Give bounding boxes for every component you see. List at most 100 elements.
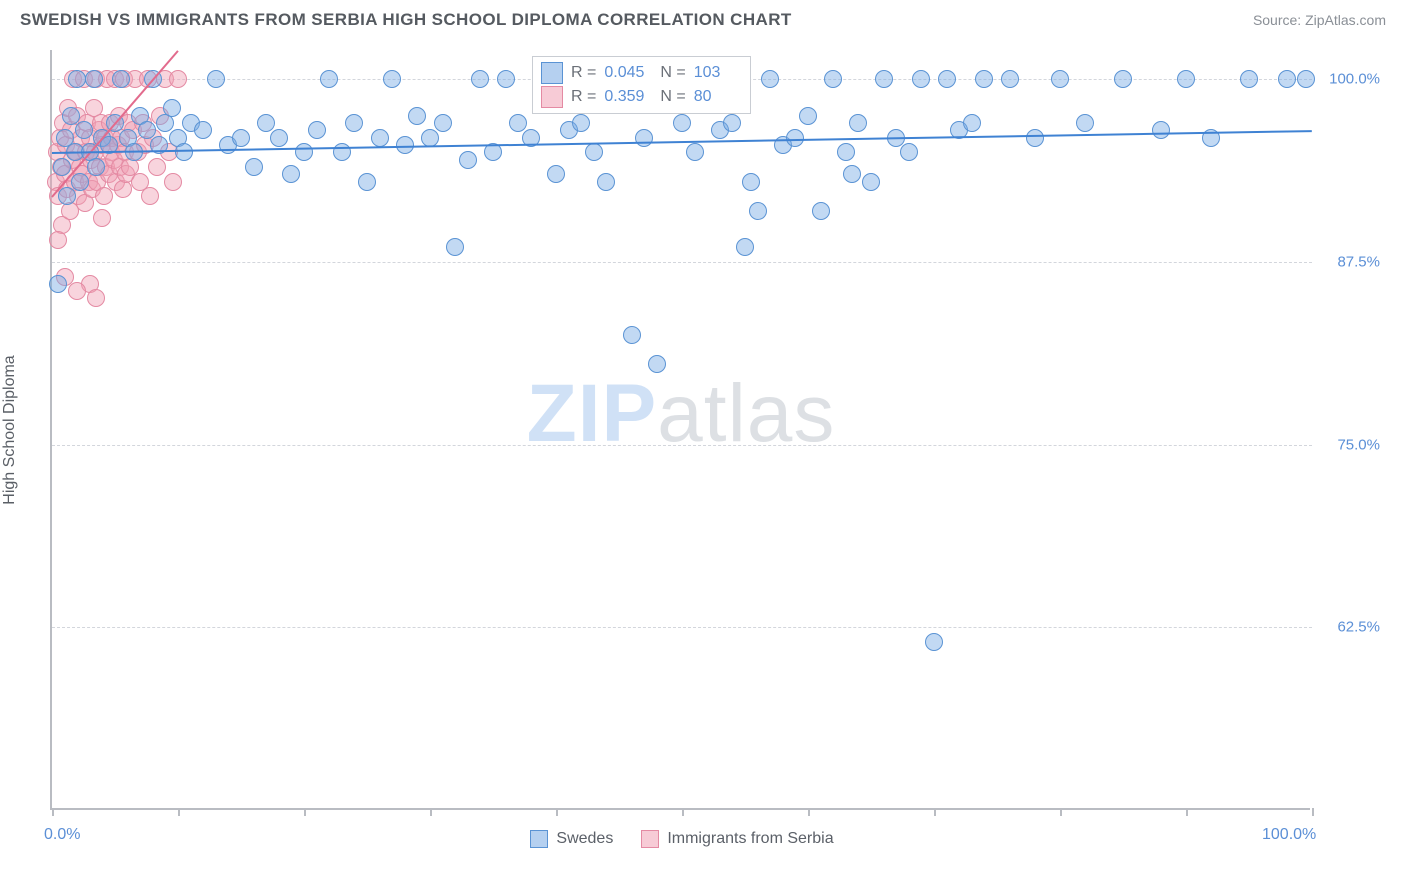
data-point (761, 70, 779, 88)
x-tick (808, 808, 810, 816)
data-point (1152, 121, 1170, 139)
data-point (148, 158, 166, 176)
data-point (975, 70, 993, 88)
data-point (138, 121, 156, 139)
gridline (52, 627, 1312, 628)
r-value-swedes: 0.045 (604, 61, 652, 85)
data-point (383, 70, 401, 88)
data-point (799, 107, 817, 125)
n-value-serbia: 80 (694, 85, 742, 109)
header: SWEDISH VS IMMIGRANTS FROM SERBIA HIGH S… (0, 0, 1406, 30)
data-point (95, 187, 113, 205)
data-point (68, 70, 86, 88)
data-point (938, 70, 956, 88)
data-point (723, 114, 741, 132)
r-label: R = (571, 61, 596, 85)
data-point (141, 187, 159, 205)
swatch-blue (541, 62, 563, 84)
data-point (163, 99, 181, 117)
data-point (597, 173, 615, 191)
y-tick-label: 62.5% (1337, 619, 1380, 636)
r-value-serbia: 0.359 (604, 85, 652, 109)
x-tick (934, 808, 936, 816)
legend-label-swedes: Swedes (556, 830, 613, 848)
data-point (421, 129, 439, 147)
data-point (547, 165, 565, 183)
data-point (837, 143, 855, 161)
data-point (408, 107, 426, 125)
data-point (1297, 70, 1315, 88)
data-point (169, 70, 187, 88)
x-tick (1060, 808, 1062, 816)
data-point (849, 114, 867, 132)
data-point (345, 114, 363, 132)
data-point (1177, 70, 1195, 88)
x-tick (430, 808, 432, 816)
legend-item-swedes: Swedes (530, 830, 613, 848)
data-point (68, 282, 86, 300)
data-point (963, 114, 981, 132)
data-point (1026, 129, 1044, 147)
plot-container: High School Diploma ZIPatlas R = 0.045 N… (50, 50, 1390, 810)
legend-item-serbia: Immigrants from Serbia (641, 830, 833, 848)
data-point (459, 151, 477, 169)
data-point (1240, 70, 1258, 88)
data-point (49, 231, 67, 249)
data-point (471, 70, 489, 88)
data-point (623, 326, 641, 344)
legend-row-serbia: R = 0.359 N = 80 (541, 85, 742, 109)
x-tick (682, 808, 684, 816)
data-point (912, 70, 930, 88)
data-point (862, 173, 880, 191)
data-point (71, 173, 89, 191)
data-point (164, 173, 182, 191)
legend-label-serbia: Immigrants from Serbia (667, 830, 833, 848)
data-point (175, 143, 193, 161)
y-tick-label: 100.0% (1329, 71, 1380, 88)
data-point (295, 143, 313, 161)
data-point (93, 209, 111, 227)
data-point (62, 107, 80, 125)
data-point (245, 158, 263, 176)
series-legend: Swedes Immigrants from Serbia (52, 830, 1312, 848)
data-point (673, 114, 691, 132)
x-tick (304, 808, 306, 816)
n-label: N = (660, 85, 685, 109)
data-point (648, 355, 666, 373)
data-point (58, 187, 76, 205)
data-point (371, 129, 389, 147)
data-point (85, 70, 103, 88)
x-tick (556, 808, 558, 816)
data-point (87, 158, 105, 176)
gridline (52, 445, 1312, 446)
data-point (749, 202, 767, 220)
x-tick (52, 808, 54, 816)
data-point (1278, 70, 1296, 88)
data-point (736, 238, 754, 256)
data-point (87, 289, 105, 307)
x-tick (1186, 808, 1188, 816)
gridline (52, 262, 1312, 263)
data-point (75, 121, 93, 139)
data-point (112, 70, 130, 88)
swatch-blue (530, 830, 548, 848)
data-point (207, 70, 225, 88)
correlation-legend: R = 0.045 N = 103 R = 0.359 N = 80 (532, 56, 751, 114)
swatch-pink (641, 830, 659, 848)
data-point (1076, 114, 1094, 132)
data-point (434, 114, 452, 132)
x-tick (1312, 808, 1314, 816)
data-point (1051, 70, 1069, 88)
data-point (925, 633, 943, 651)
data-point (742, 173, 760, 191)
source-attribution: Source: ZipAtlas.com (1253, 12, 1386, 28)
data-point (497, 70, 515, 88)
data-point (270, 129, 288, 147)
y-axis-label: High School Diploma (1, 355, 19, 504)
data-point (509, 114, 527, 132)
data-point (232, 129, 250, 147)
data-point (358, 173, 376, 191)
data-point (875, 70, 893, 88)
data-point (686, 143, 704, 161)
y-tick-label: 87.5% (1337, 253, 1380, 270)
